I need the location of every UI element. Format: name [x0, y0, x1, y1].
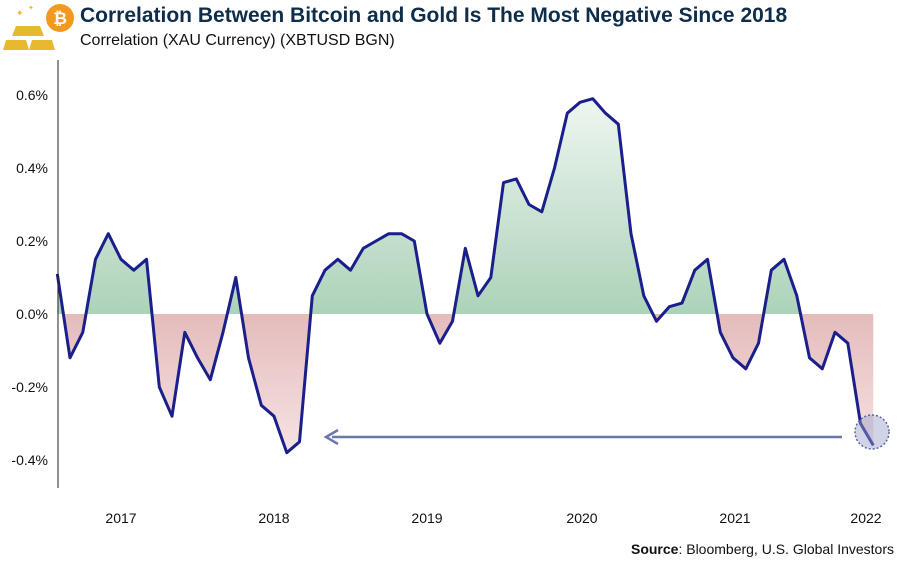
- svg-text:✦: ✦: [28, 4, 34, 12]
- chart-subtitle: Correlation (XAU Currency) (XBTUSD BGN): [80, 32, 395, 49]
- positive-area: [57, 98, 874, 314]
- y-tick-label: -0.4%: [11, 452, 48, 468]
- correlation-line: [55, 97, 875, 455]
- x-tick-label: 2021: [719, 510, 750, 526]
- negative-area: [57, 314, 874, 453]
- y-tick-label: 0.0%: [16, 306, 48, 322]
- y-tick-label: 0.2%: [16, 233, 48, 249]
- svg-text:₿: ₿: [53, 9, 67, 28]
- x-tick-label: 2017: [105, 510, 136, 526]
- x-tick-label: 2022: [850, 510, 881, 526]
- gold-bitcoin-logo-icon: ₿ ✦ ✦: [2, 2, 74, 57]
- x-tick-label: 2018: [258, 510, 289, 526]
- y-tick-label: -0.2%: [11, 379, 48, 395]
- x-tick-label: 2019: [411, 510, 442, 526]
- x-tick-label: 2020: [566, 510, 597, 526]
- y-tick-label: 0.6%: [16, 87, 48, 103]
- source-label: Source: [630, 541, 679, 557]
- chart-title: Correlation Between Bitcoin and Gold Is …: [80, 4, 788, 27]
- source-text: : Bloomberg, U.S. Global Investors: [678, 541, 894, 557]
- svg-text:✦: ✦: [16, 8, 24, 18]
- arrow-head-icon: [323, 428, 339, 446]
- highlight-circle: [854, 414, 890, 450]
- source-note: Source: Bloomberg, U.S. Global Investors: [631, 541, 894, 557]
- y-tick-label: 0.4%: [16, 160, 48, 176]
